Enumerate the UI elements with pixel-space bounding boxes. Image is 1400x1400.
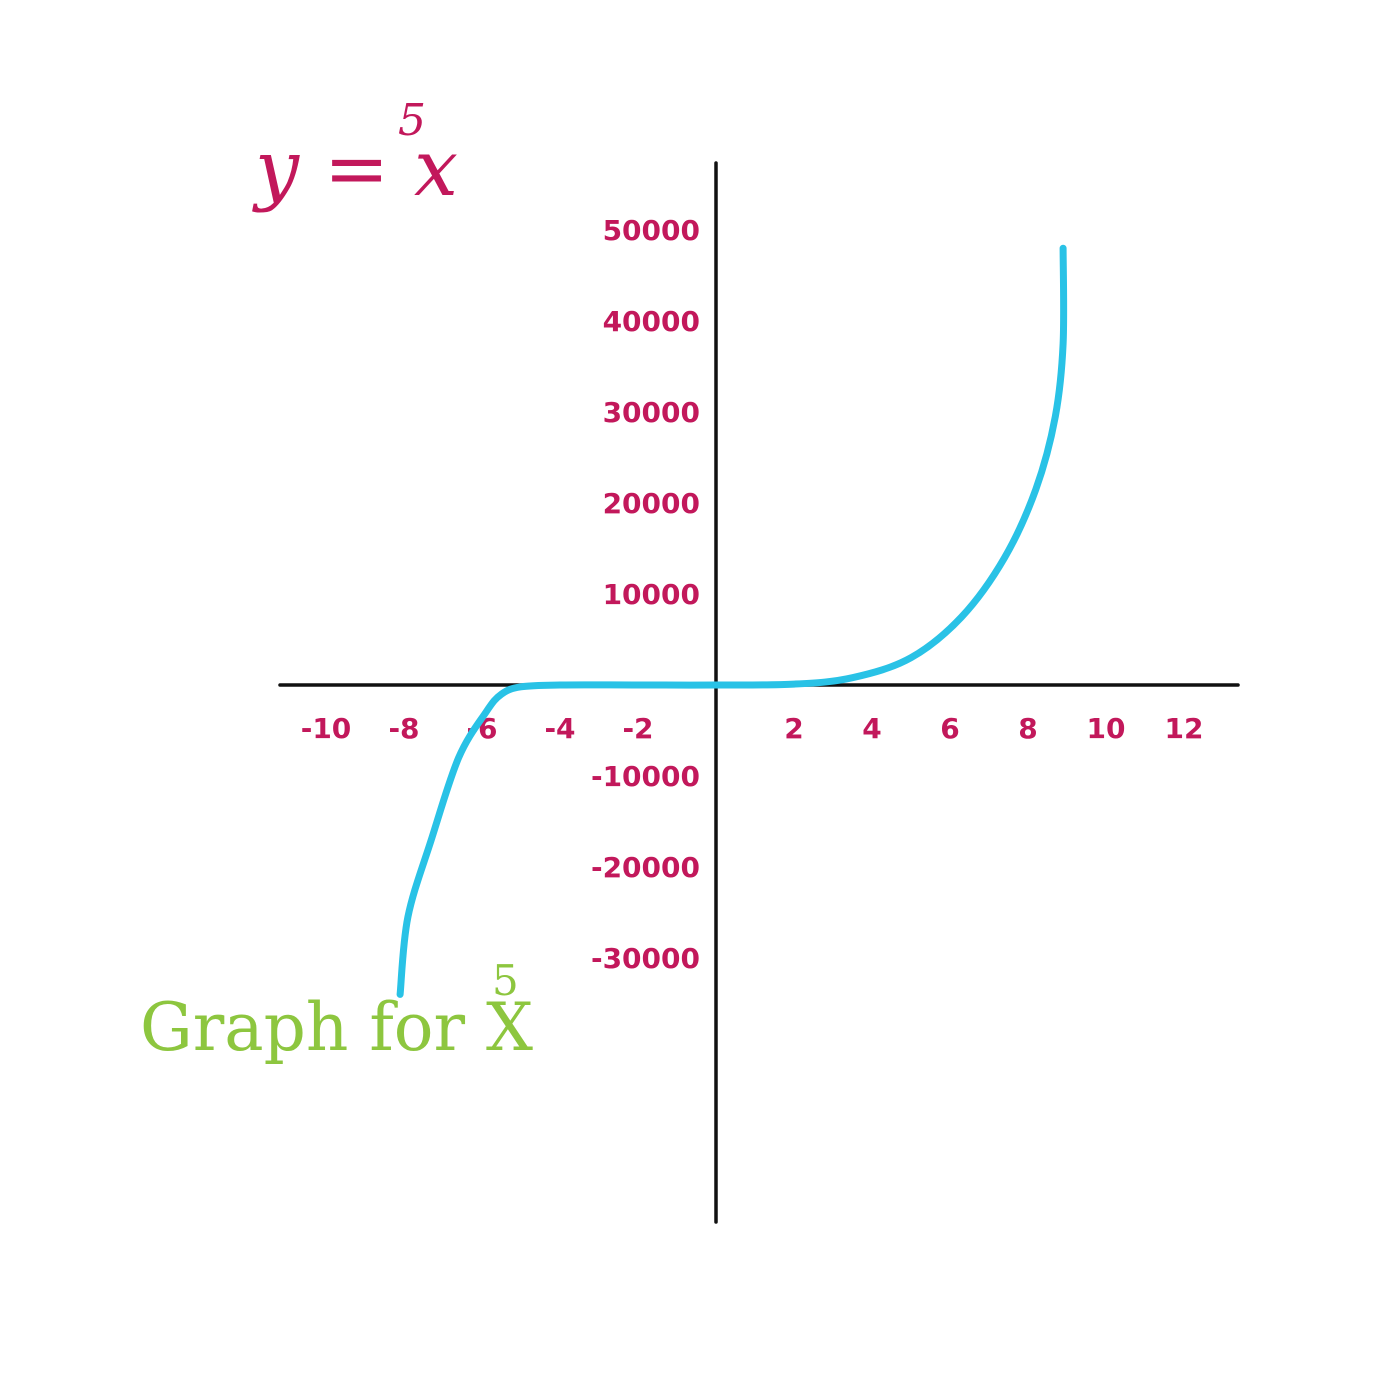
x5-curve-line xyxy=(396,244,1068,998)
y-tick-label: 40000 xyxy=(603,305,700,338)
x-tick-label: 6 xyxy=(940,712,959,745)
y-tick-label: 30000 xyxy=(603,396,700,429)
x-tick-label: -10 xyxy=(301,712,352,745)
x-tick-label: -4 xyxy=(544,712,575,745)
x-tick-label: 12 xyxy=(1165,712,1204,745)
x-tick-label: 10 xyxy=(1087,712,1126,745)
y-tick-label: 50000 xyxy=(603,214,700,247)
equation-exponent: 5 xyxy=(398,95,426,146)
x-tick-label: -2 xyxy=(622,712,653,745)
caption-exponent: 5 xyxy=(492,956,519,1005)
graph-caption: Graph for X 5 xyxy=(140,956,533,1066)
x-tick-label: 2 xyxy=(784,712,803,745)
equation-title: y = x 5 xyxy=(252,95,458,214)
x-tick-label: -8 xyxy=(388,712,419,745)
y-tick-label: -10000 xyxy=(591,760,700,793)
caption-base: Graph for X xyxy=(140,989,533,1066)
y-tick-label: -30000 xyxy=(591,942,700,975)
x-tick-label: 4 xyxy=(862,712,881,745)
y-tick-labels: 50000 40000 30000 20000 10000 -10000 -20000 -30… xyxy=(591,214,700,975)
equation-base: y = x xyxy=(252,124,458,214)
x-tick-label: 8 xyxy=(1018,712,1037,745)
y-tick-label: 10000 xyxy=(603,578,700,611)
y-tick-label: 20000 xyxy=(603,487,700,520)
x-tick-labels: -10 -8 -6 -4 -2 2 4 6 8 10 12 xyxy=(301,712,1204,745)
y-tick-label: -20000 xyxy=(591,851,700,884)
